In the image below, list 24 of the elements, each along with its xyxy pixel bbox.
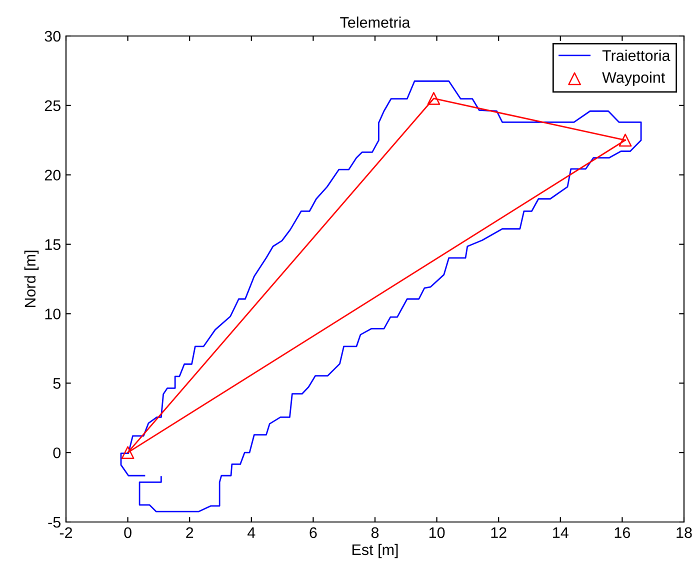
y-tick-label: 30 [44,30,61,42]
chart-title: Telemetria [340,16,410,28]
legend-label: Traiettoria [602,50,670,61]
x-tick-label: 10 [429,527,445,538]
y-tick-label: 25 [44,100,60,112]
x-tick-label: 0 [124,527,132,538]
x-tick-label: 12 [491,527,506,538]
x-tick-label: 6 [310,527,317,538]
y-tick-label: 10 [45,308,61,320]
x-tick-label: 4 [248,527,256,538]
y-tick-label: -5 [48,517,60,528]
x-tick-label: 14 [553,527,568,538]
x-tick-label: 8 [371,527,379,538]
x-tick-label: 16 [614,527,630,538]
legend-label: Waypoint [602,72,666,86]
x-tick-label: 18 [676,527,692,538]
y-axis-title: Nord [m] [24,250,39,308]
y-tick-label: 15 [45,239,60,250]
x-tick-label: 2 [186,527,194,538]
y-tick-label: 20 [44,170,61,181]
x-tick-label: -2 [60,527,72,538]
y-tick-label: 0 [53,447,61,458]
x-axis-title: Est [m] [352,544,398,558]
y-tick-label: 5 [53,378,60,389]
